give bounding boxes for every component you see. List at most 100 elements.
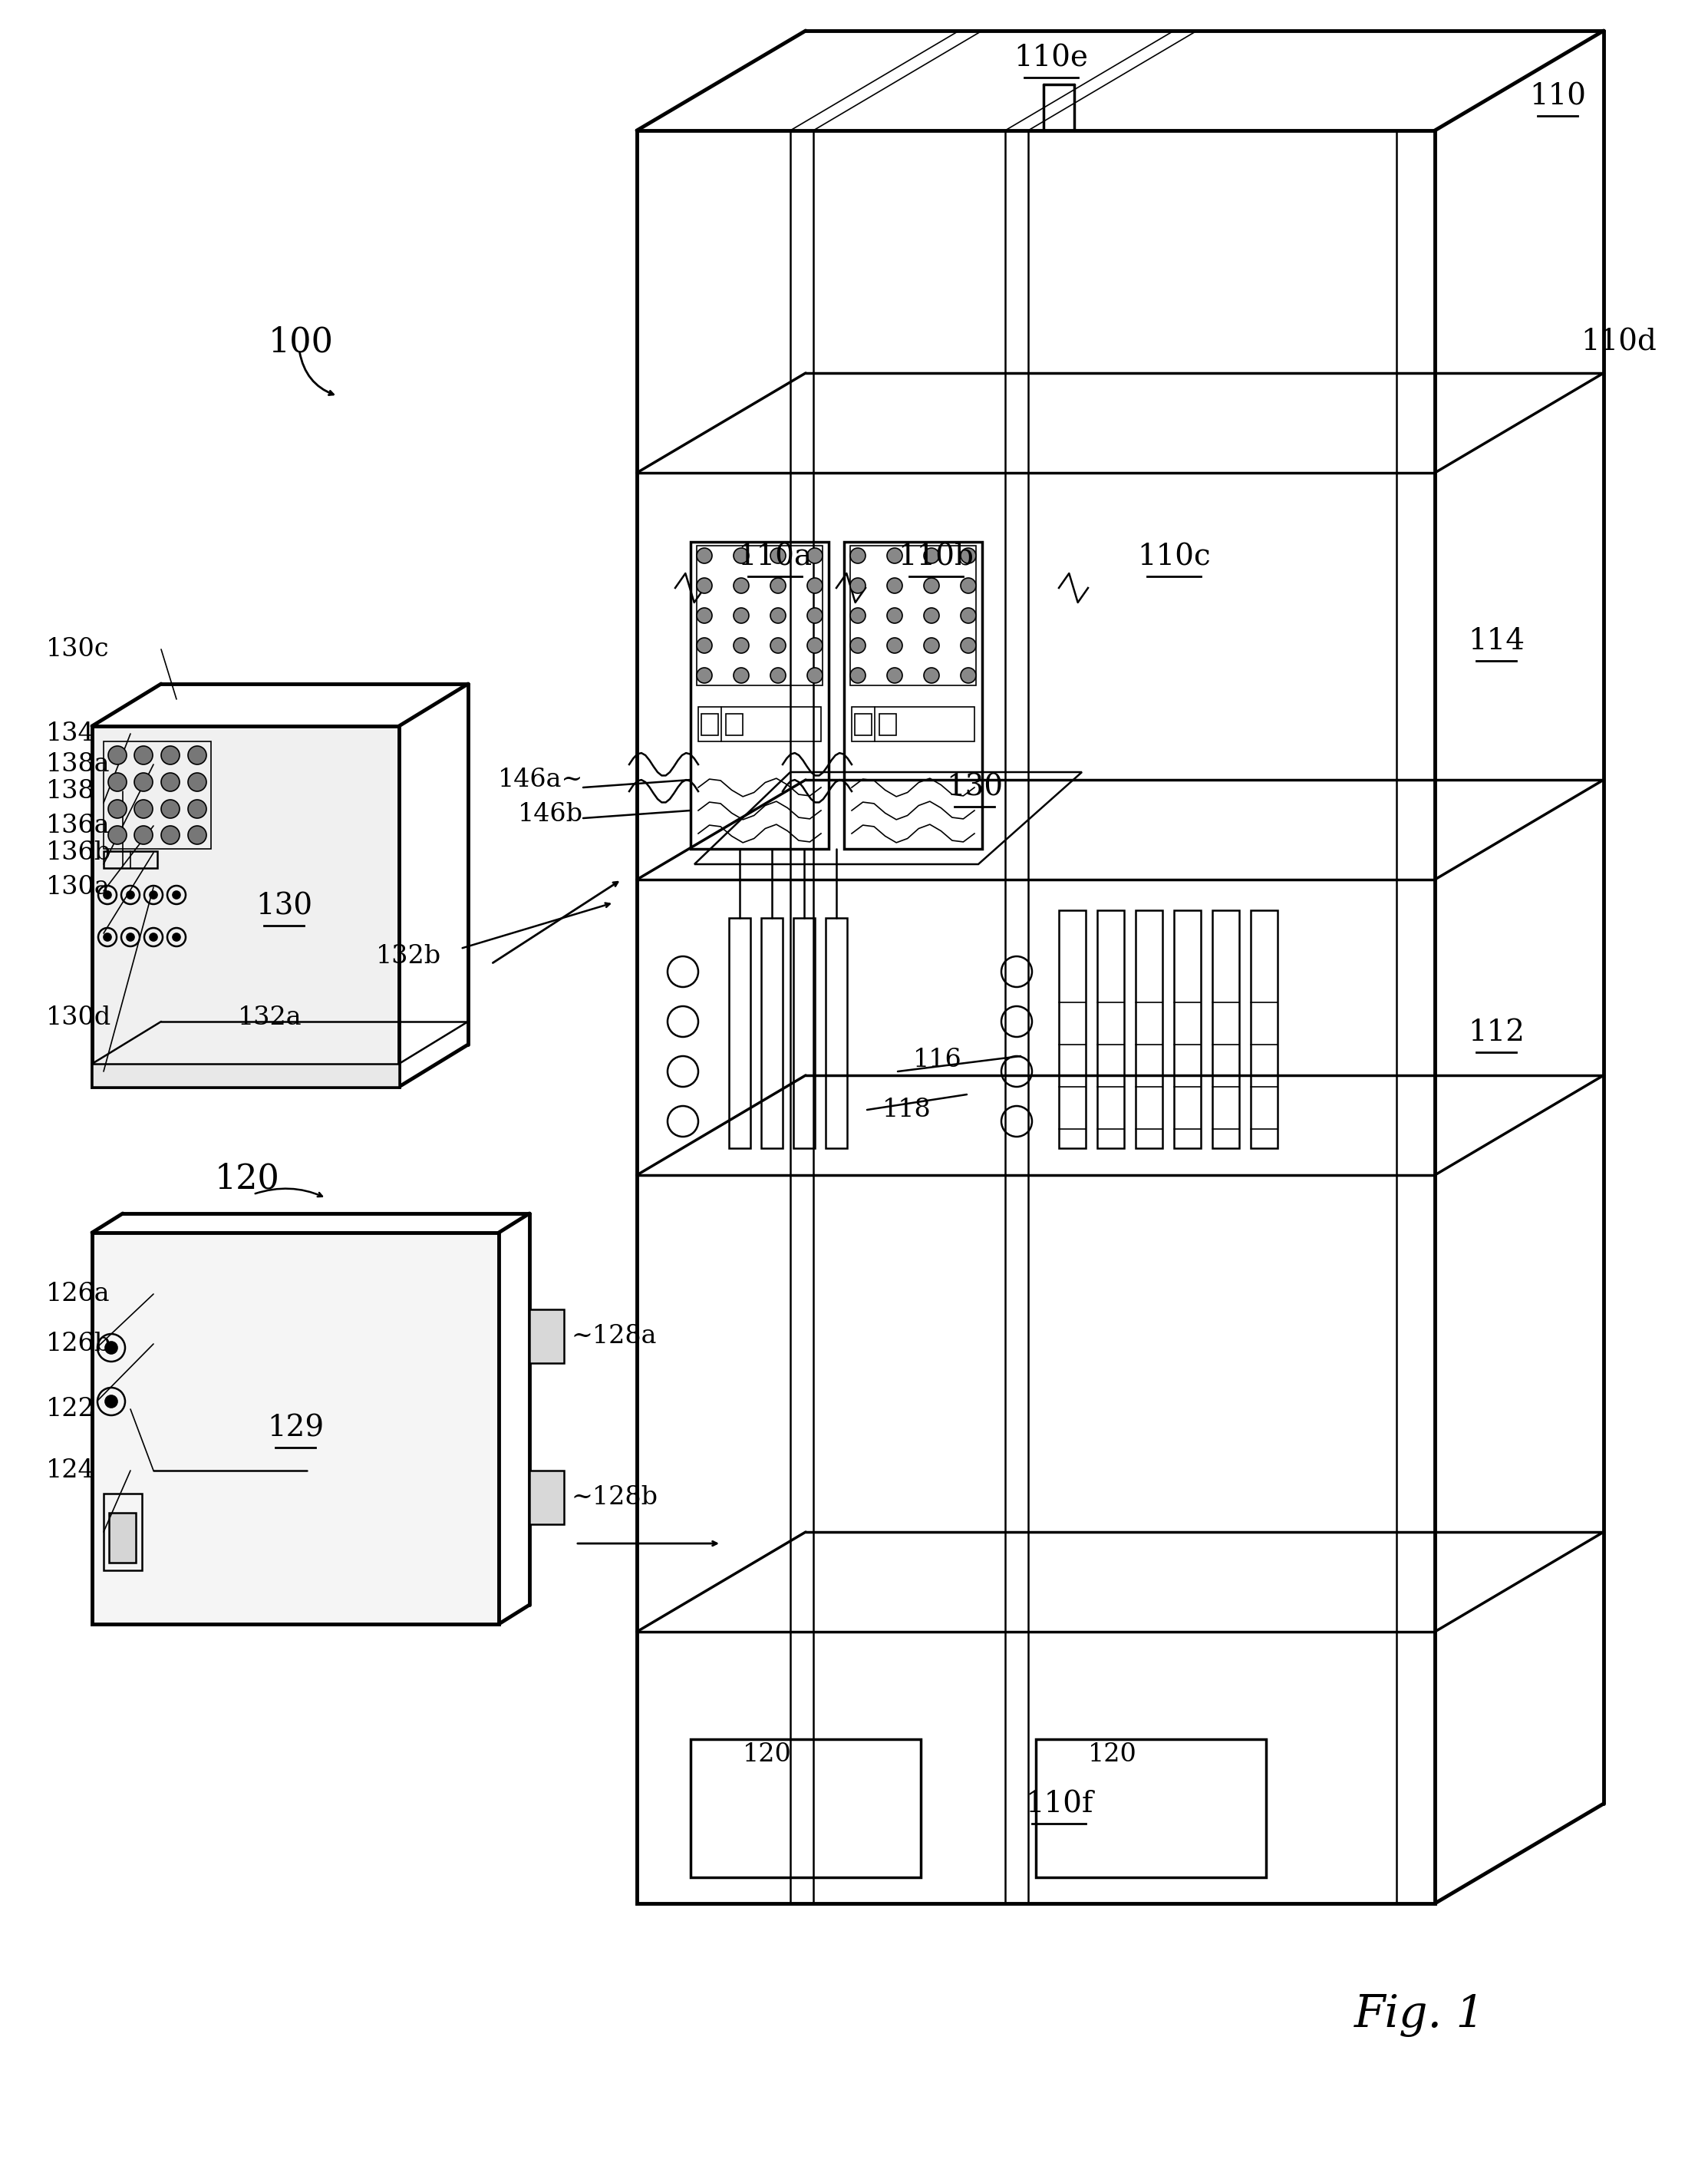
Circle shape <box>733 638 748 653</box>
Text: 112: 112 <box>1467 1019 1525 1048</box>
Text: 100: 100 <box>268 325 333 358</box>
Text: 126b: 126b <box>46 1332 111 1356</box>
Circle shape <box>697 577 712 594</box>
Circle shape <box>808 549 823 564</box>
Bar <box>854 714 871 735</box>
Text: Fig. 1: Fig. 1 <box>1354 1993 1484 2037</box>
Circle shape <box>161 800 179 818</box>
Circle shape <box>135 772 152 792</box>
Bar <box>690 542 828 848</box>
Circle shape <box>960 549 975 564</box>
Text: 136a: 136a <box>46 813 111 837</box>
Bar <box>104 850 157 868</box>
Bar <box>880 714 897 735</box>
Circle shape <box>108 746 126 763</box>
Circle shape <box>960 577 975 594</box>
Circle shape <box>886 607 902 623</box>
Bar <box>697 547 823 685</box>
Circle shape <box>808 577 823 594</box>
Circle shape <box>886 549 902 564</box>
Bar <box>1059 911 1086 1147</box>
Text: 124: 124 <box>46 1458 96 1484</box>
Text: 120: 120 <box>215 1163 280 1195</box>
Circle shape <box>924 577 939 594</box>
Bar <box>729 917 750 1147</box>
Circle shape <box>161 772 179 792</box>
Circle shape <box>108 772 126 792</box>
Circle shape <box>697 638 712 653</box>
Bar <box>726 714 743 735</box>
Text: 126a: 126a <box>46 1282 111 1306</box>
Circle shape <box>126 933 135 941</box>
Bar <box>1097 911 1124 1147</box>
Circle shape <box>851 638 866 653</box>
Circle shape <box>808 638 823 653</box>
Circle shape <box>851 549 866 564</box>
Text: 146a~: 146a~ <box>497 768 582 792</box>
Circle shape <box>150 891 157 898</box>
Text: 116: 116 <box>914 1048 962 1071</box>
Text: 110b: 110b <box>898 542 974 570</box>
Circle shape <box>104 933 111 941</box>
Circle shape <box>188 800 207 818</box>
Circle shape <box>106 1395 118 1408</box>
Bar <box>637 130 1435 1904</box>
Text: 130a: 130a <box>46 874 111 900</box>
Circle shape <box>886 668 902 683</box>
Circle shape <box>161 746 179 763</box>
Bar <box>702 714 717 735</box>
Text: 122: 122 <box>46 1397 96 1421</box>
Bar <box>1173 911 1201 1147</box>
Circle shape <box>161 826 179 844</box>
Bar <box>851 547 975 685</box>
Circle shape <box>150 933 157 941</box>
Text: 146b: 146b <box>518 803 582 826</box>
Bar <box>104 1494 142 1570</box>
Circle shape <box>126 891 135 898</box>
Bar <box>844 542 982 848</box>
Bar <box>852 707 975 742</box>
Text: 114: 114 <box>1467 627 1525 655</box>
Circle shape <box>135 746 152 763</box>
Text: 110f: 110f <box>1025 1789 1093 1818</box>
Bar <box>92 1232 499 1625</box>
Text: 136b: 136b <box>46 839 111 865</box>
Circle shape <box>770 607 786 623</box>
Circle shape <box>697 668 712 683</box>
Circle shape <box>733 607 748 623</box>
Text: 134: 134 <box>46 722 96 746</box>
Circle shape <box>924 549 939 564</box>
Text: 110c: 110c <box>1138 542 1211 570</box>
Circle shape <box>960 638 975 653</box>
Text: 110: 110 <box>1529 82 1587 111</box>
Text: 132b: 132b <box>376 944 441 970</box>
Circle shape <box>733 668 748 683</box>
Text: 118: 118 <box>883 1098 931 1121</box>
Text: ~128b: ~128b <box>572 1486 658 1510</box>
Circle shape <box>851 668 866 683</box>
Bar <box>1035 1740 1266 1878</box>
Circle shape <box>733 549 748 564</box>
Circle shape <box>851 607 866 623</box>
Bar <box>762 917 782 1147</box>
Bar <box>529 1471 564 1525</box>
Text: 110a: 110a <box>738 542 813 570</box>
Circle shape <box>770 668 786 683</box>
Text: 130: 130 <box>256 891 313 920</box>
Bar <box>825 917 847 1147</box>
Bar <box>104 742 212 848</box>
Text: 138: 138 <box>46 779 96 803</box>
Circle shape <box>697 549 712 564</box>
Circle shape <box>924 638 939 653</box>
Bar <box>92 727 400 1087</box>
Text: 130: 130 <box>946 774 1003 803</box>
Circle shape <box>135 826 152 844</box>
Circle shape <box>188 746 207 763</box>
Circle shape <box>808 607 823 623</box>
Circle shape <box>135 800 152 818</box>
Text: 130d: 130d <box>46 1006 111 1030</box>
Bar <box>1136 911 1163 1147</box>
Circle shape <box>733 577 748 594</box>
Bar <box>1250 911 1278 1147</box>
Bar <box>529 1310 564 1362</box>
